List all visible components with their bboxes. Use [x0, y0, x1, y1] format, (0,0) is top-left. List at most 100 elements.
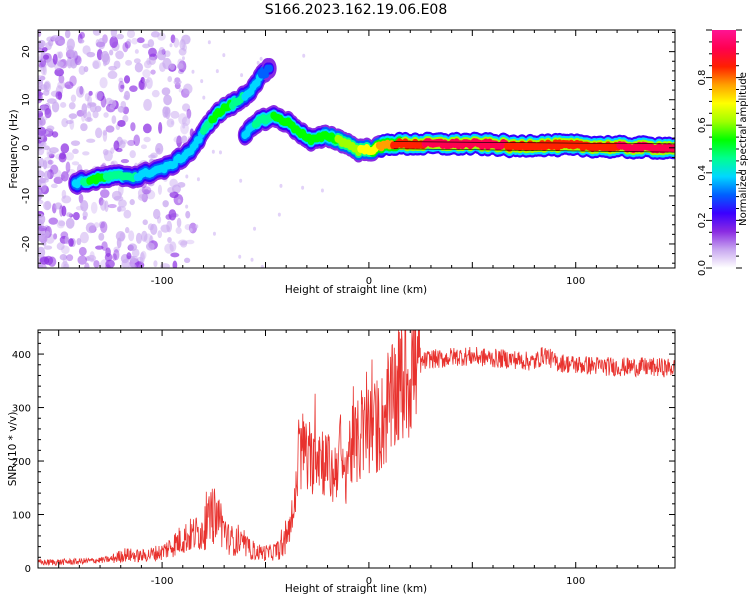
noise-speckle [173, 79, 182, 85]
noise-speckle [61, 117, 69, 128]
noise-speckle [116, 33, 124, 40]
noise-speckle [44, 107, 52, 119]
noise-speckle [60, 143, 70, 154]
noise-speckle [38, 195, 42, 202]
noise-speckle [157, 230, 163, 239]
noise-speckle [55, 91, 63, 100]
noise-speckle [170, 252, 180, 258]
noise-speckle [166, 118, 175, 128]
noise-speckle [136, 37, 145, 44]
noise-speckle [302, 53, 306, 58]
noise-speckle [98, 232, 105, 241]
noise-speckle [97, 37, 106, 50]
noise-speckle [176, 135, 182, 148]
noise-speckle [65, 120, 74, 125]
noise-speckle [141, 186, 152, 195]
noise-speckle [150, 31, 160, 38]
noise-speckle [46, 125, 55, 131]
noise-speckle [43, 145, 50, 151]
ridge-edge [393, 141, 675, 145]
noise-speckle [85, 222, 96, 234]
noise-speckle [186, 37, 190, 42]
noise-speckle [76, 238, 82, 246]
noise-speckle [123, 90, 131, 101]
noise-speckle [238, 254, 242, 259]
noise-speckle [53, 176, 63, 185]
noise-speckle [160, 263, 170, 268]
noise-speckle [185, 174, 189, 179]
noise-speckle [95, 245, 104, 250]
snr-panel: -100 0 100 0 100 200 300 400 Height of straight… [7, 329, 676, 595]
noise-speckle [207, 40, 211, 45]
noise-speckle [100, 199, 107, 211]
noise-speckle [218, 150, 222, 155]
noise-speckle [51, 169, 62, 178]
noise-speckle [102, 130, 108, 142]
y-tick-label: 400 [12, 350, 31, 361]
noise-speckle [116, 206, 122, 213]
noise-speckle [92, 30, 102, 36]
noise-speckle [126, 38, 132, 46]
noise-speckle [103, 112, 109, 118]
noise-speckle [48, 217, 59, 225]
figure-title: S166.2023.162.19.06.E08 [265, 2, 448, 18]
noise-speckle [47, 159, 54, 165]
noise-speckle [260, 264, 264, 268]
noise-speckle [58, 74, 65, 84]
noise-speckle [39, 57, 47, 68]
spectral-ridge-rising [266, 64, 274, 73]
noise-speckle [175, 226, 182, 234]
noise-speckle [92, 60, 100, 70]
noise-speckle [78, 65, 86, 76]
noise-speckle [129, 199, 135, 206]
noise-speckle [61, 205, 67, 217]
noise-speckle [148, 56, 156, 65]
noise-speckle [43, 170, 51, 181]
noise-speckle [253, 226, 257, 231]
noise-speckle [176, 63, 184, 70]
noise-speckle [42, 54, 50, 60]
noise-speckle [131, 37, 138, 45]
noise-speckle [137, 187, 148, 199]
noise-speckle [162, 57, 172, 70]
spectrogram-ylabel: Frequency (Hz) [8, 109, 20, 188]
noise-speckle [104, 252, 113, 262]
noise-speckle [38, 91, 44, 100]
noise-speckle [180, 240, 188, 248]
noise-speckle [133, 58, 141, 64]
noise-speckle [80, 123, 88, 132]
noise-speckle [78, 246, 87, 256]
y-tick-label: 0 [21, 145, 32, 151]
noise-speckle [93, 260, 100, 268]
noise-speckle [145, 242, 155, 251]
noise-speckle [70, 50, 78, 60]
noise-speckle [277, 212, 281, 217]
noise-speckle [167, 75, 173, 83]
noise-speckle [79, 231, 89, 244]
snr-frame [37, 329, 676, 569]
noise-speckle [184, 223, 192, 231]
spectrogram-frame [37, 29, 676, 269]
noise-speckle [57, 51, 63, 59]
noise-speckle [79, 31, 85, 39]
noise-speckle [115, 50, 124, 60]
noise-speckle [38, 109, 43, 114]
y-tick-label: 20 [21, 45, 32, 58]
noise-speckle [56, 242, 65, 251]
noise-speckle [109, 104, 116, 110]
noise-speckle [109, 36, 119, 49]
noise-speckle [38, 30, 42, 37]
noise-speckle [78, 38, 85, 44]
noise-speckle [279, 183, 283, 188]
x-tick-label: 0 [366, 576, 372, 587]
noise-speckle [54, 202, 63, 210]
noise-speckle [64, 81, 74, 90]
noise-speckle [40, 185, 49, 195]
noise-speckle [80, 200, 89, 212]
noise-speckle [125, 59, 133, 66]
noise-speckle [43, 245, 53, 250]
noise-speckle [65, 152, 75, 161]
noise-speckle [177, 199, 181, 204]
noise-speckle [186, 108, 192, 119]
noise-speckle [70, 94, 77, 103]
